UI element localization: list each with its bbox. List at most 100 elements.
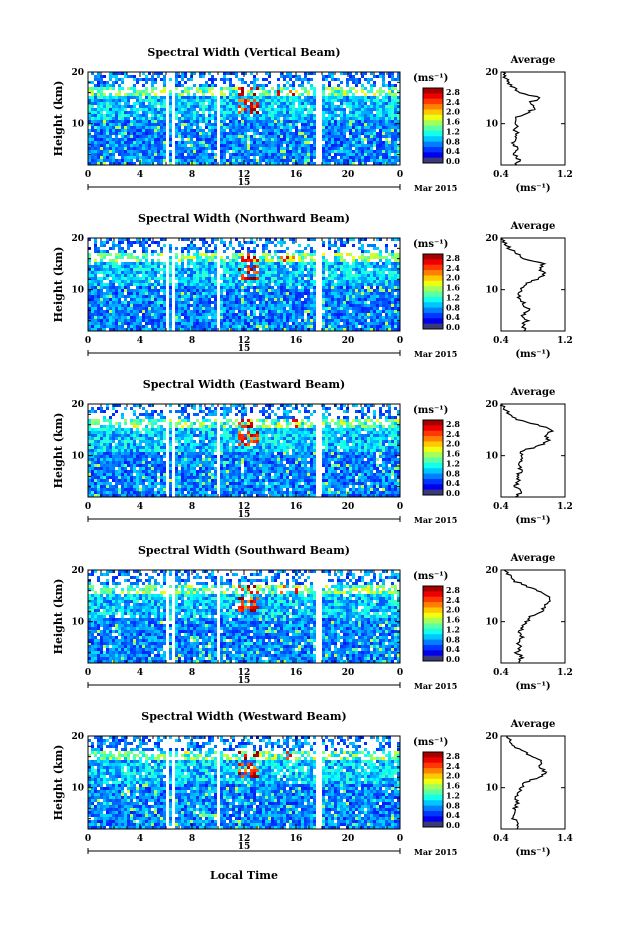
- heatmap-cell: [304, 117, 307, 120]
- heatmap-cell: [115, 141, 118, 144]
- heatmap-cell: [262, 274, 265, 277]
- heatmap-cell: [340, 268, 343, 271]
- heatmap-cell: [331, 280, 334, 283]
- heatmap-cell: [103, 159, 106, 162]
- heatmap-cell: [247, 156, 250, 159]
- heatmap-cell: [208, 268, 211, 271]
- heatmap-cell: [346, 129, 349, 132]
- heatmap-cell: [181, 135, 184, 138]
- heatmap-cell: [193, 159, 196, 162]
- heatmap-cell: [97, 96, 100, 99]
- heatmap-cell: [292, 280, 295, 283]
- heatmap-cell: [121, 117, 124, 120]
- heatmap-cell: [94, 102, 97, 105]
- heatmap-cell: [346, 81, 349, 84]
- heatmap-cell: [337, 123, 340, 126]
- heatmap-cell: [175, 147, 178, 150]
- heatmap-cell: [343, 271, 346, 274]
- heatmap-cell: [280, 102, 283, 105]
- heatmap-cell: [157, 313, 160, 316]
- heatmap-cell: [340, 144, 343, 147]
- heatmap-cell: [232, 262, 235, 265]
- heatmap-cell: [112, 114, 115, 117]
- heatmap-cell: [286, 138, 289, 141]
- heatmap-cell: [133, 328, 136, 331]
- heatmap-cell: [382, 111, 385, 114]
- heatmap-cell: [91, 298, 94, 301]
- heatmap-cell: [265, 90, 268, 93]
- heatmap-cell: [145, 111, 148, 114]
- heatmap-cell: [250, 313, 253, 316]
- heatmap-cell: [163, 292, 166, 295]
- heatmap-cell: [373, 96, 376, 99]
- heatmap-cell: [118, 277, 121, 280]
- heatmap-cell: [355, 313, 358, 316]
- heatmap-cell: [304, 262, 307, 265]
- heatmap-cell: [196, 117, 199, 120]
- heatmap-cell: [322, 75, 325, 78]
- heatmap-cell: [220, 96, 223, 99]
- heatmap-cell: [277, 135, 280, 138]
- heatmap-cell: [142, 319, 145, 322]
- heatmap-cell: [208, 123, 211, 126]
- heatmap-cell: [151, 295, 154, 298]
- heatmap-cell: [127, 99, 130, 102]
- heatmap-cell: [223, 262, 226, 265]
- heatmap-cell: [340, 81, 343, 84]
- heatmap-cell: [247, 99, 250, 102]
- heatmap-cell: [274, 250, 277, 253]
- heatmap-cell: [235, 150, 238, 153]
- heatmap-cell: [157, 319, 160, 322]
- heatmap-cell: [238, 268, 241, 271]
- heatmap-cell: [133, 126, 136, 129]
- heatmap-cell: [118, 90, 121, 93]
- heatmap-cell: [331, 102, 334, 105]
- heatmap-cell: [298, 150, 301, 153]
- heatmap-cell: [340, 93, 343, 96]
- heatmap-cell: [277, 87, 280, 90]
- heatmap-cell: [388, 141, 391, 144]
- heatmap-cell: [142, 108, 145, 111]
- heatmap-cell: [178, 304, 181, 307]
- heatmap-cell: [277, 93, 280, 96]
- heatmap-cell: [94, 99, 97, 102]
- heatmap-cell: [271, 144, 274, 147]
- heatmap-cell: [151, 156, 154, 159]
- heatmap-cell: [298, 93, 301, 96]
- heatmap-cell: [118, 96, 121, 99]
- heatmap-cell: [283, 129, 286, 132]
- heatmap-cell: [169, 250, 172, 253]
- heatmap-cell: [160, 129, 163, 132]
- heatmap-cell: [379, 144, 382, 147]
- heatmap-cell: [355, 159, 358, 162]
- heatmap-cell: [262, 292, 265, 295]
- heatmap-cell: [208, 162, 211, 165]
- heatmap-cell: [247, 120, 250, 123]
- heatmap-cell: [184, 99, 187, 102]
- heatmap-cell: [340, 283, 343, 286]
- heatmap-cell: [340, 147, 343, 150]
- heatmap-cell: [379, 105, 382, 108]
- heatmap-cell: [202, 286, 205, 289]
- heatmap-cell: [169, 123, 172, 126]
- heatmap-cell: [325, 123, 328, 126]
- heatmap-cell: [325, 295, 328, 298]
- heatmap-cell: [241, 81, 244, 84]
- heatmap-cell: [310, 84, 313, 87]
- heatmap-cell: [268, 259, 271, 262]
- heatmap-cell: [190, 138, 193, 141]
- heatmap-cell: [397, 129, 400, 132]
- heatmap-cell: [205, 141, 208, 144]
- heatmap-cell: [103, 141, 106, 144]
- heatmap-cell: [151, 271, 154, 274]
- heatmap-cell: [313, 319, 316, 322]
- heatmap-cell: [124, 159, 127, 162]
- heatmap-cell: [280, 244, 283, 247]
- heatmap-cell: [154, 105, 157, 108]
- heatmap-cell: [250, 277, 253, 280]
- heatmap-cell: [337, 313, 340, 316]
- heatmap-cell: [118, 247, 121, 250]
- heatmap-cell: [370, 129, 373, 132]
- heatmap-cell: [160, 138, 163, 141]
- heatmap-cell: [277, 105, 280, 108]
